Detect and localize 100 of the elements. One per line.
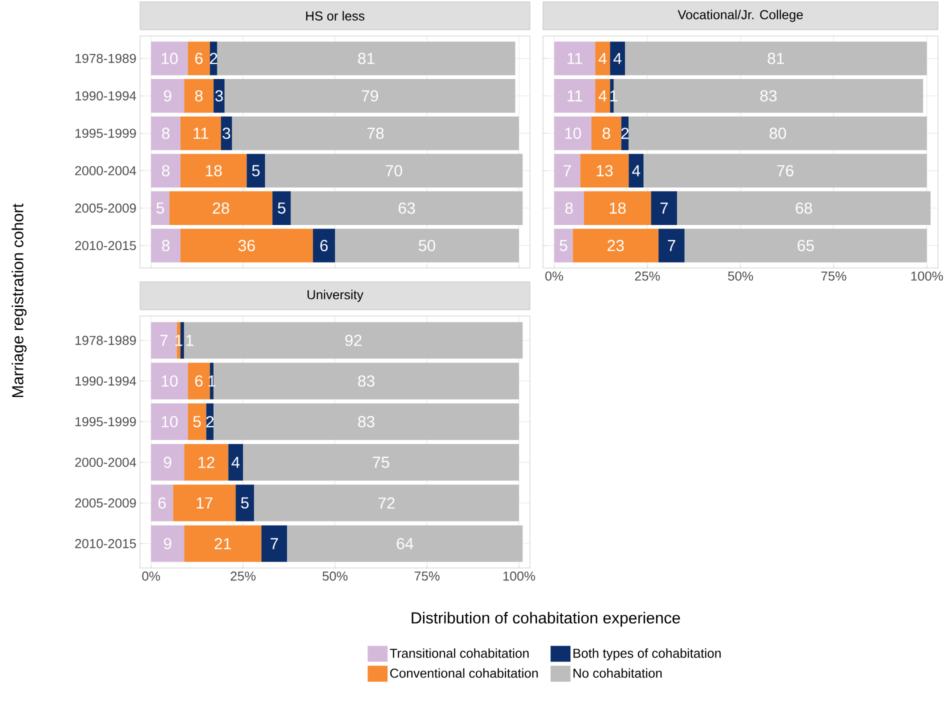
bar <box>151 525 184 562</box>
x-tick-label: 0% <box>545 272 564 281</box>
data-label: 3 <box>222 128 230 139</box>
data-label: 80 <box>770 128 786 139</box>
bar <box>151 116 180 150</box>
bar <box>572 228 659 262</box>
bar <box>554 79 596 113</box>
data-label: 36 <box>238 240 255 252</box>
bar <box>644 154 927 188</box>
bar <box>265 154 523 188</box>
data-label: 92 <box>345 334 362 346</box>
bar <box>335 228 519 262</box>
bar <box>624 42 927 76</box>
bar <box>184 322 523 359</box>
data-label: 2 <box>206 416 214 428</box>
bar <box>180 116 221 150</box>
data-label: 4 <box>598 90 607 102</box>
bar <box>228 444 244 481</box>
data-label: 11 <box>568 90 582 102</box>
data-label: 4 <box>613 52 622 64</box>
bar <box>261 525 288 562</box>
bar <box>595 42 610 76</box>
data-label: 5 <box>241 497 249 509</box>
bar <box>677 191 931 225</box>
chart-title: University <box>308 290 364 302</box>
bar <box>554 228 573 262</box>
data-label: 28 <box>212 202 230 214</box>
y-tick-label: 1978-1989 <box>76 336 136 345</box>
x-tick-label: 100% <box>911 272 943 281</box>
bar <box>684 228 927 262</box>
data-label: 13 <box>596 165 613 176</box>
bar <box>214 79 225 113</box>
bar <box>554 154 580 188</box>
bar <box>188 403 206 440</box>
bar <box>214 362 519 400</box>
data-label: 12 <box>198 456 214 468</box>
legend-label: Both types of cohabitation <box>574 648 721 660</box>
bar <box>184 79 214 113</box>
bar <box>628 116 927 150</box>
data-label: 50 <box>418 240 436 252</box>
bar <box>610 42 625 76</box>
x-tick-label: 75% <box>821 272 846 281</box>
data-label: 81 <box>358 52 374 64</box>
bar <box>595 79 610 113</box>
bar <box>151 444 184 481</box>
data-label: 8 <box>162 165 170 176</box>
data-label: 6 <box>320 240 328 252</box>
y-tick-label: 2000-2004 <box>75 458 136 467</box>
bar <box>151 228 180 262</box>
bar <box>554 191 584 225</box>
data-label: 8 <box>602 128 610 139</box>
bar <box>184 525 262 562</box>
data-label: 78 <box>367 128 384 139</box>
bar <box>554 42 596 76</box>
data-label: 9 <box>164 456 172 468</box>
bar <box>220 116 232 150</box>
bar <box>151 154 180 188</box>
x-tick-label: 50% <box>728 272 754 281</box>
x-tick-label: 0% <box>142 572 160 581</box>
x-tick-label: 75% <box>414 572 440 581</box>
y-tick-label: 1990-1994 <box>76 91 136 100</box>
y-tick-label: 2000-2004 <box>75 166 136 176</box>
data-label: 18 <box>610 202 626 214</box>
x-tick-label: 100% <box>503 572 536 581</box>
bar <box>628 154 644 188</box>
bar <box>290 191 523 225</box>
x-axis-title: Distribution of cohabitation experience <box>412 612 680 627</box>
data-label: 4 <box>632 165 640 176</box>
chart-title: Vocational/Jr. College <box>678 10 803 22</box>
bar <box>180 154 247 188</box>
bar <box>312 228 336 262</box>
y-tick-label: 1995-1999 <box>76 128 136 138</box>
data-label: 5 <box>156 202 164 214</box>
data-label: 17 <box>196 497 212 508</box>
data-label: 8 <box>195 90 203 102</box>
data-label: 5 <box>252 165 260 176</box>
bar <box>151 322 177 359</box>
y-tick-label: 2010-2015 <box>75 240 136 250</box>
bar <box>151 79 184 113</box>
data-label: 76 <box>777 165 794 176</box>
x-tick-label: 25% <box>230 572 256 581</box>
data-label: 23 <box>608 240 624 252</box>
bar <box>151 484 174 522</box>
bar <box>206 403 214 440</box>
data-label: 18 <box>206 165 222 176</box>
data-label: 3 <box>215 90 223 102</box>
data-label: 6 <box>195 375 203 387</box>
data-label: 7 <box>564 165 571 176</box>
data-label: 6 <box>195 52 203 64</box>
data-label: 64 <box>396 538 414 550</box>
bar <box>243 444 519 481</box>
bar <box>272 191 291 225</box>
data-label: 8 <box>565 202 573 214</box>
data-label: 83 <box>358 416 374 428</box>
bar <box>188 42 210 76</box>
bar <box>591 116 622 150</box>
data-label: 10 <box>162 52 178 64</box>
data-label: 8 <box>162 240 170 252</box>
data-label: 7 <box>160 334 168 346</box>
data-label: 21 <box>214 538 231 550</box>
